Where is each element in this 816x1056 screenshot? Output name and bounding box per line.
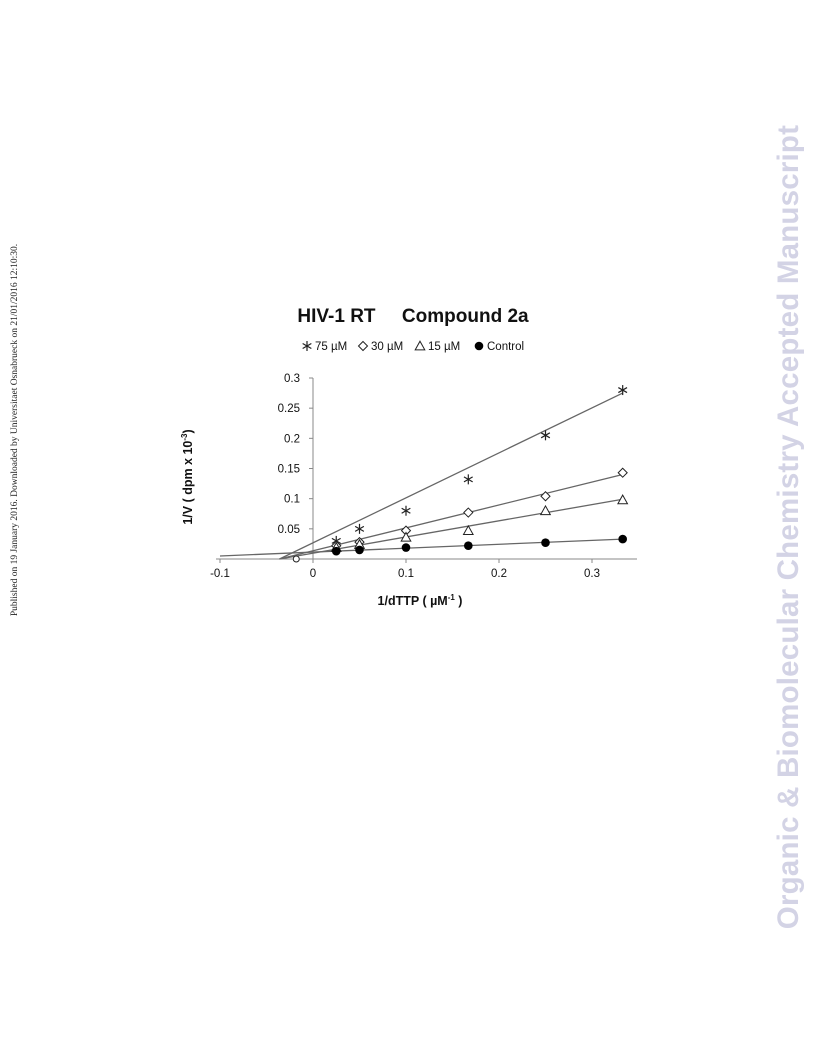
lineweaver-burk-figure: HIV-1 RT Compound 2a 75 µM 30 µM 15 µM Cont… (175, 295, 645, 620)
x-tick-label: 0.3 (584, 568, 600, 580)
data-point-diamond (540, 491, 551, 502)
legend-label: 30 µM (371, 341, 403, 353)
data-point-filled-circle (464, 541, 473, 551)
fit-line-filled-circle (219, 538, 623, 557)
y-tick-label: 0.25 (278, 403, 300, 415)
data-point-diamond (463, 507, 474, 518)
data-point-filled-circle (401, 543, 411, 552)
data-point-hollow-circle (292, 555, 300, 563)
legend-marker-triangle (414, 340, 426, 351)
data-point-asterisk (540, 430, 551, 441)
data-point-diamond (617, 467, 628, 478)
data-point-filled-circle (541, 538, 550, 548)
legend-item: 30 µM (357, 340, 403, 353)
x-tick-label: 0 (310, 568, 316, 580)
legend-item: 75 µM (302, 341, 347, 353)
chart-title: HIV-1 RT Compound 2a (297, 306, 529, 327)
data-point-triangle (617, 494, 629, 505)
legend-item: Control (474, 341, 524, 353)
data-point-filled-circle (618, 534, 627, 544)
y-tick-label: 0.2 (284, 433, 300, 445)
fit-line-asterisk (279, 392, 623, 560)
legend-item: 15 µM (414, 340, 460, 353)
x-tick-label: 0.1 (398, 568, 414, 580)
x-tick-label: 0.2 (491, 568, 507, 580)
legend-label: 15 µM (428, 341, 460, 353)
data-point-triangle (400, 531, 412, 542)
legend-label: Control (487, 341, 524, 353)
x-tick-label: -0.1 (210, 568, 230, 580)
tick-labels: -0.1 0 0.1 0.2 0.3 0.05 0.1 0.15 0.2 0.25 0.3 (210, 373, 600, 580)
fit-line-triangle (279, 498, 623, 560)
lineweaver-burk-chart: HIV-1 RT Compound 2a 75 µM 30 µM 15 µM Cont… (180, 306, 637, 608)
data-point-filled-circle (331, 546, 341, 556)
x-axis-label: 1/dTTP ( µM-1​ ) (378, 593, 463, 608)
journal-watermark-text: Organic & Biomolecular Chemistry Accepte… (772, 124, 805, 930)
y-axis-label: 1/V ( dpm x 10-3​) (180, 429, 195, 524)
y-tick-label: 0.1 (284, 494, 300, 506)
publication-side-note-text: Published on 19 January 2016. Downloaded… (10, 243, 20, 617)
legend-marker-asterisk (302, 341, 312, 351)
data-point-triangle (462, 524, 474, 535)
data-point-filled-circle (355, 545, 364, 555)
data-point-triangle (539, 504, 552, 516)
legend-marker-filled-circle (474, 341, 484, 351)
legend-label: 75 µM (315, 341, 347, 353)
y-tick-label: 0.15 (278, 464, 300, 476)
data-points (292, 385, 629, 563)
data-point-asterisk (401, 505, 411, 516)
data-point-asterisk (463, 474, 473, 485)
y-tick-label: 0.3 (284, 373, 300, 385)
chart-axes (216, 377, 637, 563)
y-tick-label: 0.05 (278, 524, 300, 536)
chart-legend: 75 µM 30 µM 15 µM Control (302, 340, 524, 353)
data-point-asterisk (618, 385, 628, 396)
legend-marker-diamond (357, 340, 369, 352)
data-point-asterisk (354, 523, 365, 534)
